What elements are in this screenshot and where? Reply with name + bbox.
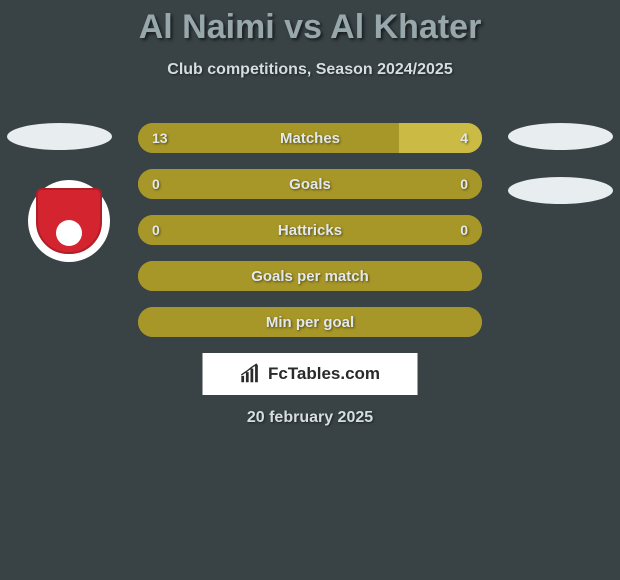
stat-row-hattricks: 0 Hattricks 0 xyxy=(138,215,482,245)
stat-label: Min per goal xyxy=(266,314,354,331)
subtitle: Club competitions, Season 2024/2025 xyxy=(0,61,620,79)
page-title: Al Naimi vs Al Khater xyxy=(0,8,620,47)
stat-left-value: 0 xyxy=(152,176,160,192)
stats-panel: 13 Matches 4 0 Goals 0 0 Hattricks 0 Goa… xyxy=(138,123,482,353)
stat-left-value: 0 xyxy=(152,222,160,238)
player2-placeholder-top xyxy=(508,123,613,150)
header: Al Naimi vs Al Khater Club competitions,… xyxy=(0,0,620,79)
bar-right xyxy=(399,123,482,153)
player2-placeholder-bottom xyxy=(508,177,613,204)
player1-placeholder-top xyxy=(7,123,112,150)
stat-row-gpm: Goals per match xyxy=(138,261,482,291)
stat-label: Goals xyxy=(289,176,331,193)
stat-row-mpg: Min per goal xyxy=(138,307,482,337)
stat-left-value: 13 xyxy=(152,130,168,146)
stat-right-value: 0 xyxy=(460,222,468,238)
watermark: FcTables.com xyxy=(203,353,418,395)
stat-right-value: 0 xyxy=(460,176,468,192)
bar-left xyxy=(138,123,399,153)
shield-icon xyxy=(36,188,102,254)
watermark-text: FcTables.com xyxy=(268,364,380,384)
stat-row-goals: 0 Goals 0 xyxy=(138,169,482,199)
stat-row-matches: 13 Matches 4 xyxy=(138,123,482,153)
ball-icon xyxy=(56,220,82,246)
date-label: 20 february 2025 xyxy=(0,409,620,427)
stat-right-value: 4 xyxy=(460,130,468,146)
stat-label: Matches xyxy=(280,130,340,147)
stat-label: Goals per match xyxy=(251,268,369,285)
chart-icon xyxy=(240,363,262,385)
stat-label: Hattricks xyxy=(278,222,342,239)
club-badge xyxy=(28,180,110,262)
